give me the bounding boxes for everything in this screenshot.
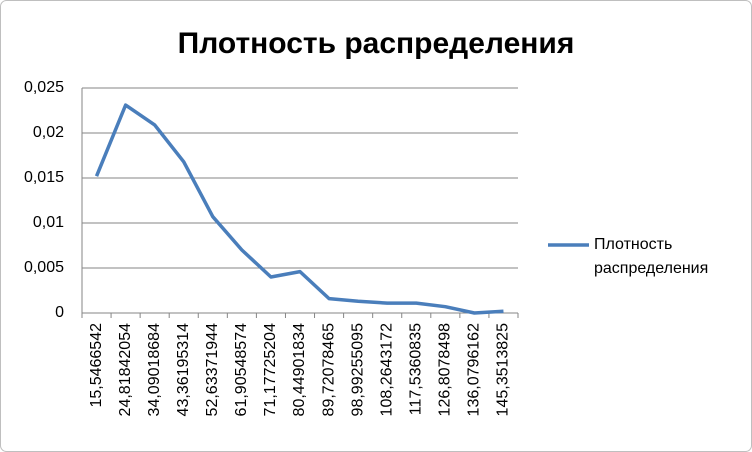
y-tick-label: 0,015 bbox=[24, 169, 64, 186]
y-tick-label: 0,02 bbox=[33, 124, 64, 141]
x-tick-label: 43,36195314 bbox=[175, 323, 192, 417]
line-series bbox=[94, 103, 504, 315]
y-tick-label: 0,025 bbox=[24, 79, 64, 96]
x-tick-label: 15,5466542 bbox=[88, 323, 105, 408]
legend-label: Плотность распределения bbox=[594, 236, 709, 277]
y-tick-label: 0,01 bbox=[33, 214, 64, 231]
x-tick-label: 71,17725204 bbox=[262, 323, 279, 417]
x-tick-label: 108,2643172 bbox=[378, 323, 395, 417]
x-tick-label: 61,90548574 bbox=[233, 323, 250, 417]
x-tick-label: 145,3513825 bbox=[495, 323, 512, 417]
x-tick-label: 89,72078465 bbox=[320, 323, 337, 417]
x-tick-label: 24,81842054 bbox=[117, 323, 134, 417]
x-tick-label: 52,63371944 bbox=[204, 323, 221, 417]
y-tick-label: 0 bbox=[55, 304, 64, 321]
x-tick-label: 34,09018684 bbox=[146, 323, 163, 417]
x-tick-label: 126,8078498 bbox=[437, 323, 454, 417]
x-tick-label: 80,44901834 bbox=[291, 323, 308, 417]
x-tick-label: 136,0796162 bbox=[466, 323, 483, 417]
y-tick-label: 0,005 bbox=[24, 259, 64, 276]
chart-title: Плотность распределения bbox=[178, 27, 575, 60]
x-tick-label: 98,99255095 bbox=[349, 323, 366, 417]
x-tick-label: 117,5360835 bbox=[407, 323, 424, 415]
